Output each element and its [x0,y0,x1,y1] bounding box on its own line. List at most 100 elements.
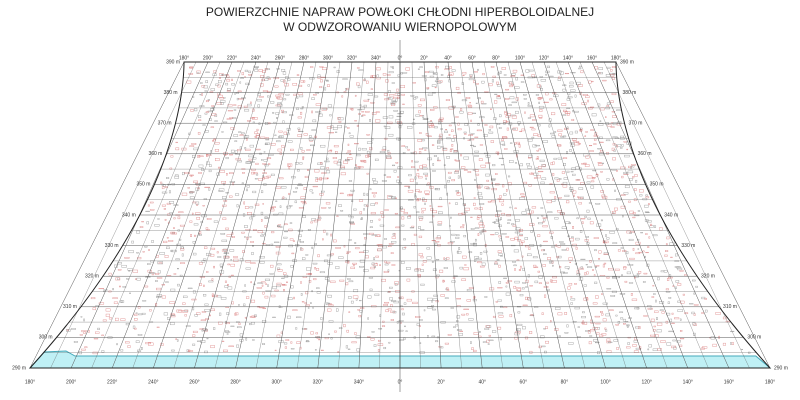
repair-area [375,111,380,113]
repair-area [503,193,507,196]
repair-area [373,344,377,347]
repair-area [283,288,285,292]
repair-area [205,80,208,84]
repair-area [201,85,205,88]
repair-area [538,282,542,284]
repair-area [168,240,174,242]
repair-area [276,140,281,143]
angle-label: 80° [492,55,500,61]
repair-area [585,155,590,159]
repair-area [622,215,624,218]
repair-area [270,143,276,146]
grid-line [459,61,503,369]
repair-area [467,171,472,173]
repair-area [346,329,349,333]
repair-area [315,111,319,113]
repair-area [599,141,604,143]
repair-area [372,178,376,181]
repair-area [420,229,425,231]
repair-area [456,192,460,194]
repair-area [568,257,573,261]
repair-area [489,125,494,129]
repair-area [695,285,698,288]
repair-area [264,295,269,299]
repair-area [262,172,267,174]
repair-area [315,92,319,94]
repair-area [254,178,258,180]
repair-area [551,280,557,283]
repair-area [204,308,210,312]
repair-area [521,211,527,215]
repair-area [147,204,150,207]
repair-area [615,314,618,317]
repair-area [383,93,389,96]
repair-area [626,346,631,349]
repair-area [494,93,498,95]
repair-area [372,75,377,78]
repair-area [238,98,244,100]
repair-area [367,336,371,338]
repair-area [418,110,421,114]
repair-area [217,166,221,169]
repair-area [278,212,284,216]
repair-area [520,81,525,83]
repair-area [451,179,455,182]
repair-area [261,78,265,82]
repair-area [626,148,629,151]
repair-area [416,323,420,326]
repair-area [332,127,338,131]
repair-area [427,93,433,96]
repair-area [479,203,485,205]
repair-area [363,99,370,102]
repair-area [336,308,339,312]
repair-area [392,311,397,314]
repair-area [557,157,563,160]
repair-area [488,83,493,87]
repair-area [429,186,434,189]
angle-label: 120° [539,55,549,61]
repair-area [388,243,394,245]
repair-area [401,93,405,96]
repair-area [338,204,342,207]
repair-area [157,218,160,220]
repair-area [594,266,598,268]
repair-area [464,123,468,126]
repair-area [418,151,422,154]
repair-area [283,131,288,135]
repair-area [126,278,130,280]
repair-area [378,328,383,330]
repair-area [177,268,179,270]
repair-area [617,249,621,252]
repair-area [430,123,434,127]
repair-area [382,116,388,119]
repair-area [389,94,395,97]
repair-area [360,159,366,162]
grid-line [435,61,462,369]
repair-area [234,312,237,316]
repair-area [353,289,359,293]
repair-area [128,270,131,272]
repair-area [566,151,568,154]
repair-area [241,72,244,76]
repair-area [434,87,437,89]
repair-area [199,328,204,330]
repair-area [541,177,547,181]
repair-area [213,327,216,330]
repair-area [635,252,640,255]
repair-area [511,73,516,76]
repair-area [433,155,437,157]
repair-area [557,245,561,248]
repair-area [319,271,325,274]
repair-area [203,284,205,287]
repair-area [392,233,395,236]
repair-area [525,286,528,288]
repair-area [108,272,112,276]
repair-area [418,235,423,238]
repair-area [262,242,266,245]
repair-area [514,332,520,336]
repair-area [281,277,285,279]
repair-area [262,177,265,180]
repair-area [642,198,648,201]
repair-area [624,321,629,323]
repair-area [439,197,442,200]
